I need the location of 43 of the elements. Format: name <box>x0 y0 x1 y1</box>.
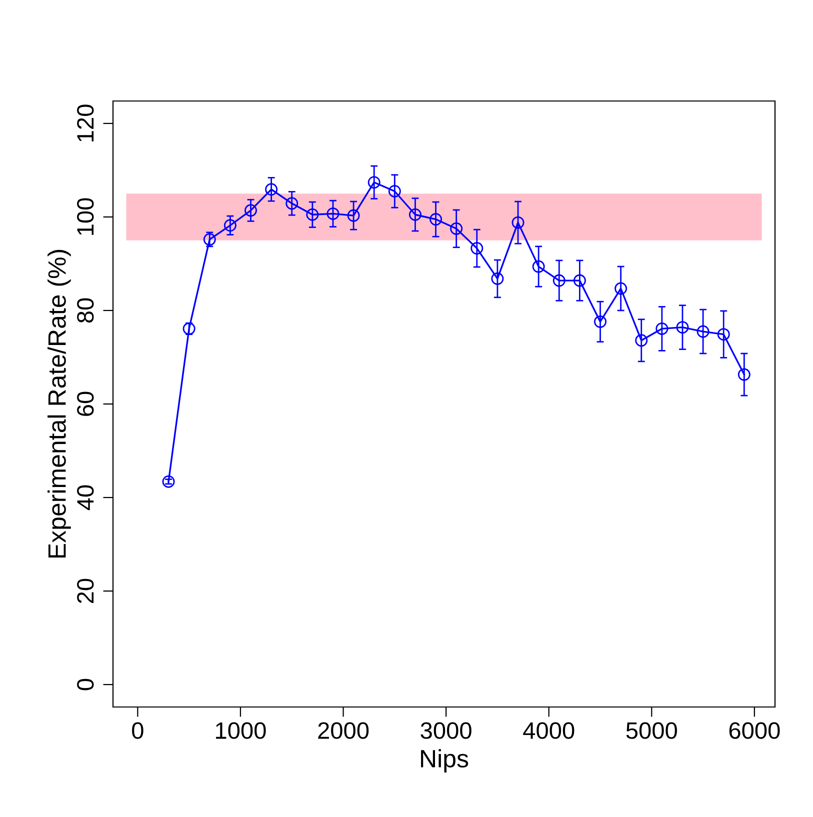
point <box>491 272 504 285</box>
y-tick-label: 80 <box>77 298 94 323</box>
point <box>368 176 380 189</box>
point <box>470 242 484 255</box>
point <box>265 183 278 196</box>
y-tick-label: 100 <box>77 198 94 235</box>
point <box>594 315 606 328</box>
y-tick-label: 40 <box>77 485 94 510</box>
x-tick-label: 6000 <box>729 722 780 739</box>
point <box>532 260 545 273</box>
y-tick-label: 120 <box>77 104 94 142</box>
point <box>738 368 750 381</box>
point <box>388 184 401 198</box>
point <box>408 208 422 221</box>
x-tick-label: 0 <box>132 722 144 739</box>
point <box>306 208 319 221</box>
point <box>224 219 236 232</box>
point <box>573 274 586 287</box>
x-axis-title: Nips <box>421 749 468 772</box>
x-tick-label: 5000 <box>626 722 677 739</box>
point <box>676 321 689 334</box>
point <box>512 216 524 229</box>
point <box>430 213 442 226</box>
point <box>450 222 463 235</box>
point <box>162 475 175 488</box>
x-tick-label: 1000 <box>216 722 266 739</box>
x-tick-label: 3000 <box>420 722 472 739</box>
point <box>552 274 566 287</box>
point <box>656 322 668 335</box>
y-tick-label: 60 <box>77 392 94 416</box>
point <box>717 328 730 341</box>
point <box>696 325 710 338</box>
point <box>286 197 298 210</box>
point <box>244 204 257 217</box>
y-axis-title: Experimental Rate/Rate (%) <box>48 250 71 558</box>
point <box>347 209 360 222</box>
x-tick-label: 4000 <box>523 722 574 739</box>
x-tick-label: 2000 <box>318 722 369 739</box>
y-tick-label: 0 <box>77 678 94 690</box>
point <box>635 334 648 347</box>
y-tick-label: 20 <box>77 578 94 603</box>
point <box>326 207 340 220</box>
point <box>614 282 628 295</box>
